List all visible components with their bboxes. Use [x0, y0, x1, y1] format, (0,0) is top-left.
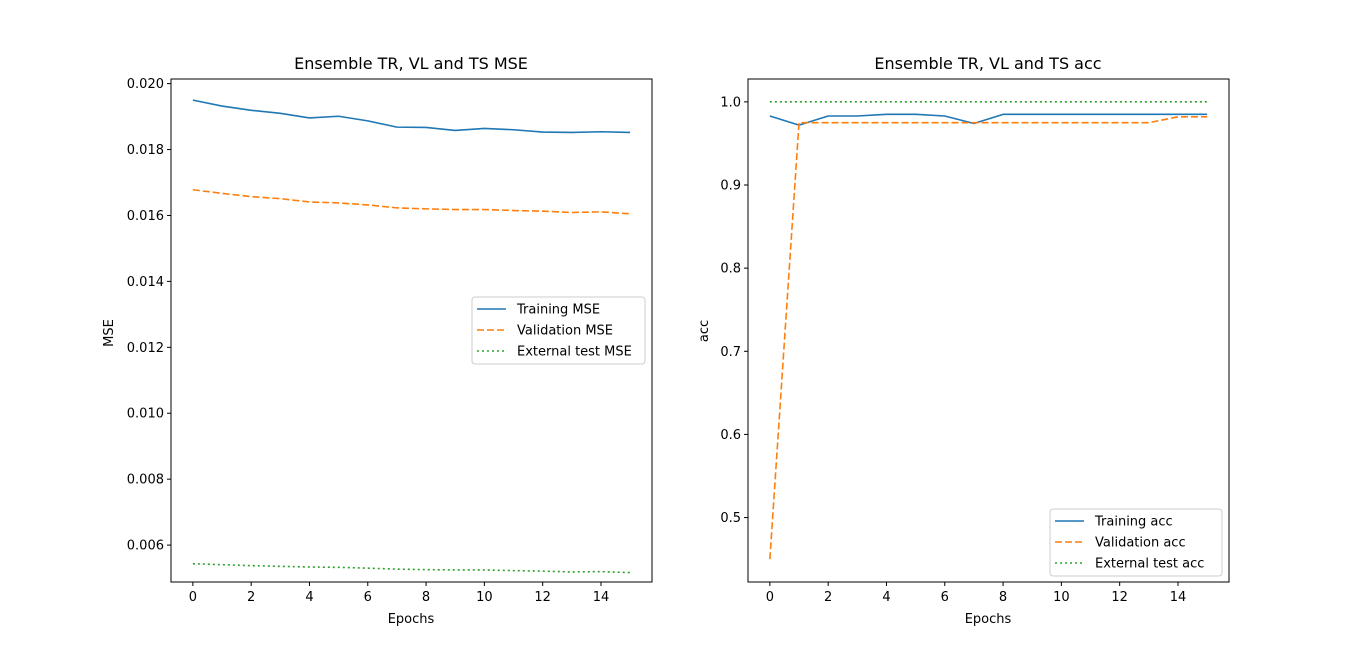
mse-x-tick-label: 12 — [534, 590, 551, 605]
acc-series-line-dashed — [769, 116, 1208, 560]
mse-x-tick-label: 10 — [476, 590, 493, 605]
acc-y-tick-label: 0.7 — [720, 345, 741, 360]
mse-x-tick-label: 14 — [593, 590, 610, 605]
acc-y-tick-label: 0.6 — [720, 428, 741, 443]
acc-x-tick-label: 2 — [824, 590, 832, 605]
acc-panel: Ensemble TR, VL and TS acc Epochs acc 0 2… — [697, 54, 1230, 627]
mse-chart-title: Ensemble TR, VL and TS MSE — [294, 54, 528, 73]
acc-legend-box — [1049, 508, 1223, 577]
mse-x-tick-label: 2 — [247, 590, 255, 605]
mse-y-axis-label: MSE — [102, 319, 117, 347]
acc-legend-label: Training acc — [1094, 515, 1173, 530]
mse-y-tick-label: 0.018 — [127, 143, 164, 158]
acc-x-tick-label: 14 — [1170, 590, 1187, 605]
mse-y-tick-label: 0.014 — [127, 275, 164, 290]
acc-plot-frame — [747, 78, 1230, 583]
mse-series-line-solid — [192, 99, 631, 134]
mse-legend-label: External test MSE — [517, 345, 632, 360]
acc-y-tick-label: 0.5 — [720, 511, 741, 526]
acc-legend-label: Validation acc — [1095, 536, 1186, 551]
acc-series-line-solid — [769, 113, 1208, 126]
mse-legend-label: Validation MSE — [517, 324, 613, 339]
mse-legend-label: Training MSE — [516, 303, 600, 318]
acc-y-axis-label: acc — [697, 320, 712, 342]
mse-panel: Ensemble TR, VL and TS MSE Epochs MSE 0 2… — [102, 54, 653, 627]
mse-y-tick-label: 0.008 — [127, 473, 164, 488]
acc-x-tick-label: 8 — [999, 590, 1007, 605]
acc-chart-title: Ensemble TR, VL and TS acc — [874, 54, 1101, 73]
mse-x-tick-label: 6 — [364, 590, 372, 605]
acc-ticks: 0 2 4 6 8 10 12 14 0.5 0.6 0.7 0.8 0.9 1.0 — [720, 95, 1186, 605]
mse-y-tick-label: 0.020 — [127, 77, 164, 92]
mse-x-tick-label: 8 — [422, 590, 430, 605]
mse-plot-frame — [170, 78, 653, 583]
acc-x-tick-label: 6 — [941, 590, 949, 605]
mse-series-line-dashed — [192, 188, 631, 215]
mse-ticks: 0 2 4 6 8 10 12 14 0.006 0.008 0.010 0.012 0.014 0.01… — [127, 77, 609, 605]
acc-x-tick-label: 4 — [882, 590, 890, 605]
acc-legend-label: External test acc — [1095, 557, 1204, 572]
mse-x-tick-label: 4 — [305, 590, 313, 605]
acc-legend: Training acc Validation acc External test … — [1049, 508, 1223, 577]
acc-y-tick-label: 1.0 — [720, 95, 741, 110]
mse-legend-box — [471, 296, 646, 365]
mse-x-tick-label: 0 — [189, 590, 197, 605]
acc-y-tick-label: 0.9 — [720, 179, 741, 194]
mse-y-tick-label: 0.016 — [127, 209, 164, 224]
mse-x-axis-label: Epochs — [388, 612, 435, 627]
mse-y-tick-label: 0.012 — [127, 341, 164, 356]
mse-series-lines — [192, 99, 631, 574]
acc-x-axis-label: Epochs — [965, 612, 1012, 627]
acc-x-tick-label: 0 — [766, 590, 774, 605]
acc-x-tick-label: 12 — [1111, 590, 1128, 605]
acc-y-tick-label: 0.8 — [720, 262, 741, 277]
acc-series-lines — [769, 101, 1208, 560]
mse-y-tick-label: 0.006 — [127, 539, 164, 554]
acc-x-tick-label: 10 — [1053, 590, 1070, 605]
mse-y-tick-label: 0.010 — [127, 407, 164, 422]
mse-legend: Training MSE Validation MSE External test … — [471, 296, 646, 365]
